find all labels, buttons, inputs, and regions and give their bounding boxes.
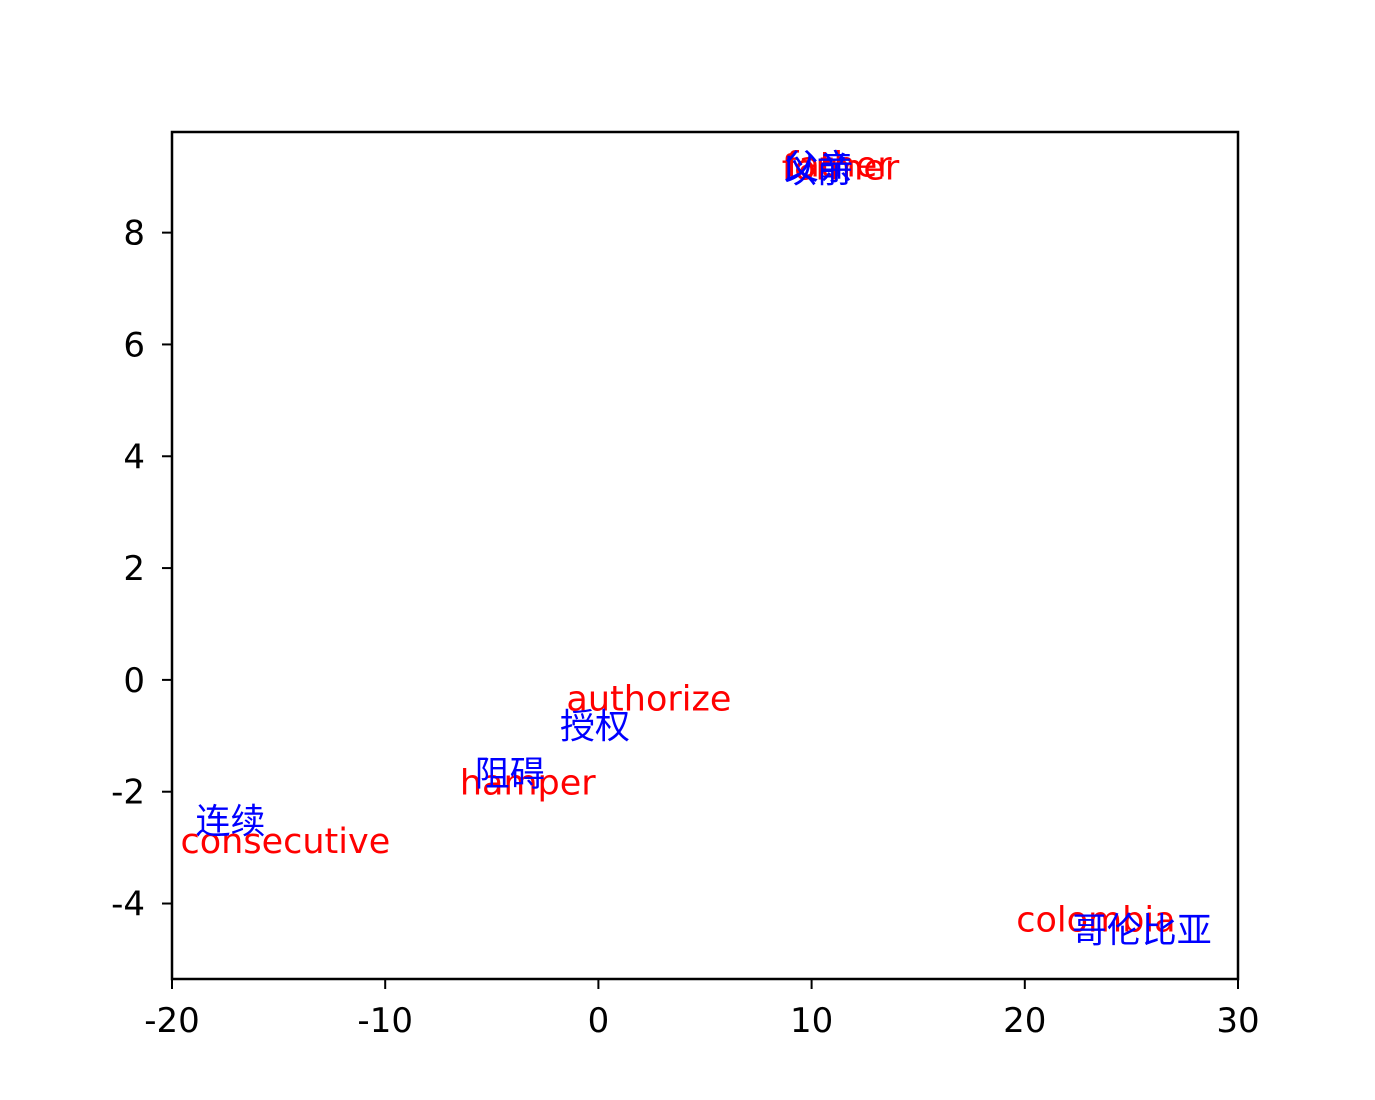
word-label-chinese: 以前	[782, 151, 852, 191]
y-tick-label: -4	[111, 885, 145, 925]
word-label-english: authorize	[566, 680, 731, 720]
word-label-english: colombia	[1016, 900, 1175, 940]
word-label-chinese: 连续	[195, 803, 265, 843]
y-tick-label: 2	[123, 549, 145, 589]
x-tick-label: 30	[1216, 1001, 1259, 1041]
x-tick-label: 20	[1003, 1001, 1046, 1041]
plot-frame	[170, 130, 1240, 981]
y-tick-label: 8	[123, 214, 145, 254]
y-tick-label: 0	[123, 661, 145, 701]
x-tick-label: 10	[790, 1001, 833, 1041]
plot-background	[172, 132, 1238, 979]
y-axis: -4 -2 0 2 4 6 8	[111, 214, 172, 925]
word-label-chinese: 阻碍	[475, 755, 545, 795]
word-label-chinese: 哥伦比亚	[1072, 912, 1212, 952]
word-label-english: consecutive	[181, 822, 391, 862]
x-tick-label: -10	[357, 1001, 413, 1041]
word-label-chinese: 父亲	[784, 149, 854, 189]
word-label-english: father	[786, 146, 892, 186]
word-label-chinese: 授权	[560, 708, 630, 748]
y-tick-label: 6	[123, 325, 145, 365]
x-tick-label: 0	[588, 1001, 610, 1041]
y-tick-label: -2	[111, 773, 145, 813]
word-label-english: former	[782, 149, 900, 189]
x-tick-label: -20	[144, 1001, 200, 1041]
word-label-english: hamper	[460, 764, 596, 804]
x-axis: -20 -10 0 10 20 30	[144, 979, 1260, 1041]
y-tick-label: 4	[123, 437, 145, 477]
